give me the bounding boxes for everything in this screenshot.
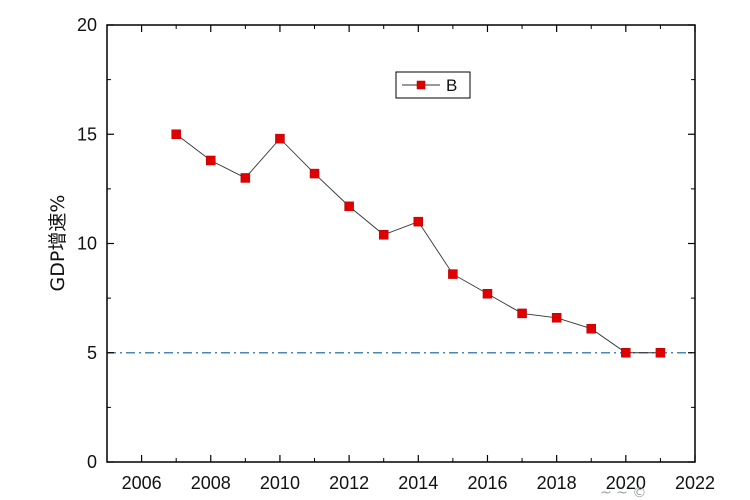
x-tick-label: 2006 — [122, 473, 162, 493]
x-axis: 2006 2008 2010 2012 2014 2016 2018 2020 2022 — [106, 25, 715, 493]
x-tick-label: 2018 — [537, 473, 577, 493]
data-point — [655, 348, 666, 358]
data-point — [344, 201, 354, 212]
data-point — [378, 230, 389, 240]
data-point — [240, 173, 251, 183]
x-tick-label: 2016 — [467, 473, 507, 493]
x-tick-label: 2020 — [606, 473, 646, 493]
data-point — [309, 168, 320, 179]
data-point — [448, 269, 458, 279]
watermark: ~ ~ © — [600, 485, 646, 500]
legend-marker — [416, 80, 426, 90]
data-point — [275, 133, 285, 144]
data-markers — [171, 129, 666, 358]
y-axis: 0 5 10 15 20 — [77, 15, 695, 472]
x-tick-label: 2014 — [398, 473, 438, 493]
x-tick-label: 2008 — [191, 473, 231, 493]
data-point — [551, 313, 562, 323]
y-tick-label: 10 — [77, 234, 97, 254]
data-point — [413, 216, 424, 227]
data-point — [517, 308, 527, 319]
y-tick-label: 20 — [77, 15, 97, 35]
data-point — [171, 129, 181, 139]
x-tick-label: 2012 — [329, 473, 369, 493]
y-axis-label: GDP增速% — [47, 195, 69, 292]
legend-label: B — [446, 76, 457, 95]
data-point — [586, 323, 596, 334]
data-point — [621, 348, 631, 358]
data-point — [206, 155, 216, 166]
y-tick-label: 0 — [87, 452, 97, 472]
y-tick-label: 15 — [77, 124, 97, 144]
x-tick-label: 2022 — [675, 473, 715, 493]
y-tick-label: 5 — [87, 343, 97, 363]
x-tick-label: 2010 — [260, 473, 300, 493]
data-point — [482, 289, 493, 299]
legend: B — [395, 71, 471, 99]
